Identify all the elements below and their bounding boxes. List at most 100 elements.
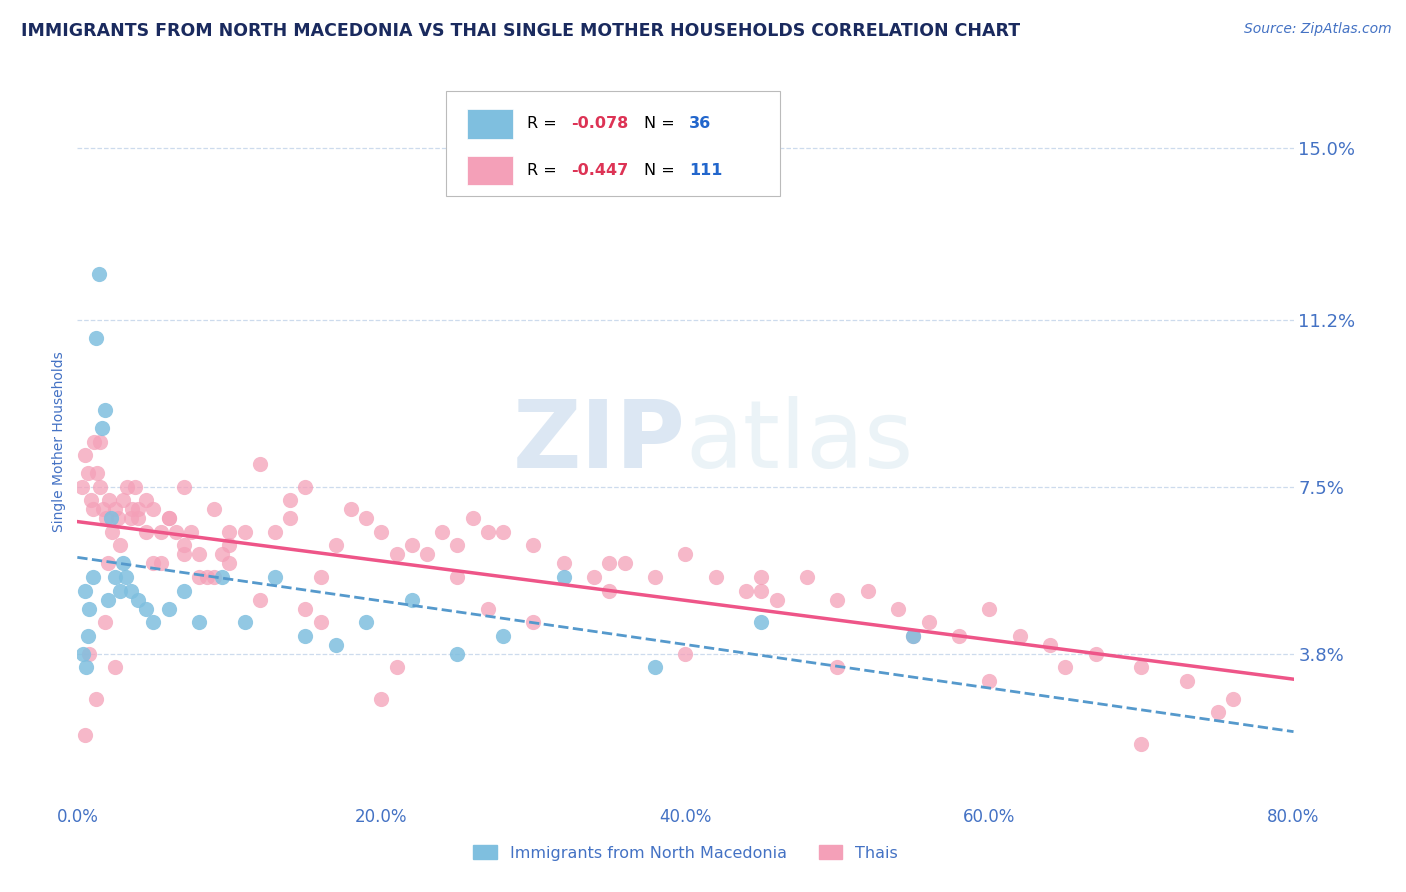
Point (142, 557, 165, 571)
Point (124, 480, 146, 494)
Point (644, 570, 666, 584)
Point (903, 629, 925, 643)
Point (218, 538, 240, 552)
Point (979, 673, 1001, 688)
Point (115, 570, 138, 584)
Point (82, 502, 104, 516)
Point (294, 601, 316, 615)
Point (553, 570, 575, 584)
Point (751, 615, 773, 630)
Point (77, 629, 100, 643)
Point (149, 524, 172, 539)
Point (80, 493, 103, 508)
Point (173, 480, 195, 494)
Point (385, 660, 408, 674)
Point (477, 601, 499, 615)
Point (1130, 660, 1153, 674)
Point (117, 480, 139, 494)
Text: atlas: atlas (686, 395, 914, 488)
Point (202, 502, 225, 516)
Point (157, 601, 180, 615)
Bar (467, 110, 513, 138)
Point (477, 524, 499, 539)
Point (142, 615, 165, 630)
Point (89, 480, 111, 494)
Point (104, 502, 127, 516)
Point (294, 480, 316, 494)
Point (675, 647, 697, 661)
Text: N =: N = (644, 117, 681, 131)
Point (111, 493, 134, 508)
Text: R =: R = (527, 117, 562, 131)
Point (522, 538, 544, 552)
Point (856, 583, 879, 598)
Point (87, 268, 110, 282)
Point (97, 557, 120, 571)
Text: Source: ZipAtlas.com: Source: ZipAtlas.com (1244, 22, 1392, 37)
Point (309, 570, 332, 584)
Point (211, 570, 233, 584)
Point (827, 592, 849, 607)
Point (127, 592, 149, 607)
Legend: Immigrants from North Macedonia, Thais: Immigrants from North Macedonia, Thais (467, 838, 904, 867)
Point (613, 557, 636, 571)
Point (765, 592, 787, 607)
Point (294, 629, 316, 643)
Point (120, 511, 142, 525)
Point (233, 524, 256, 539)
Point (157, 511, 180, 525)
Point (218, 557, 240, 571)
Bar (467, 156, 513, 186)
Point (416, 548, 439, 562)
Point (107, 511, 129, 525)
Point (120, 583, 142, 598)
Point (127, 511, 149, 525)
Point (918, 615, 941, 630)
Point (75, 660, 97, 674)
Point (104, 660, 127, 674)
Point (979, 601, 1001, 615)
Point (90, 421, 112, 435)
Point (121, 502, 143, 516)
Point (1130, 737, 1153, 751)
Point (97, 592, 120, 607)
Point (325, 638, 347, 652)
Point (903, 629, 925, 643)
Text: 36: 36 (689, 117, 711, 131)
Point (86, 466, 108, 480)
Point (751, 570, 773, 584)
Point (553, 557, 575, 571)
Point (202, 570, 225, 584)
Point (704, 570, 727, 584)
Point (135, 493, 157, 508)
Point (827, 660, 849, 674)
Point (142, 502, 165, 516)
Point (157, 511, 180, 525)
Point (249, 592, 271, 607)
Point (188, 570, 211, 584)
Point (948, 629, 970, 643)
Point (522, 615, 544, 630)
Point (385, 548, 408, 562)
Point (173, 548, 195, 562)
Point (218, 524, 240, 539)
Point (135, 601, 157, 615)
Point (325, 538, 347, 552)
Point (1206, 706, 1229, 720)
Point (233, 615, 256, 630)
Point (72, 647, 94, 661)
Point (84, 692, 107, 706)
Point (264, 524, 287, 539)
Text: ZIP: ZIP (513, 395, 686, 488)
Point (446, 570, 468, 584)
Point (430, 524, 453, 539)
Point (127, 502, 149, 516)
Point (796, 570, 818, 584)
Point (180, 524, 202, 539)
Point (887, 601, 910, 615)
Point (135, 524, 157, 539)
Point (446, 647, 468, 661)
Point (446, 538, 468, 552)
Point (278, 511, 301, 525)
Text: -0.078: -0.078 (571, 117, 628, 131)
